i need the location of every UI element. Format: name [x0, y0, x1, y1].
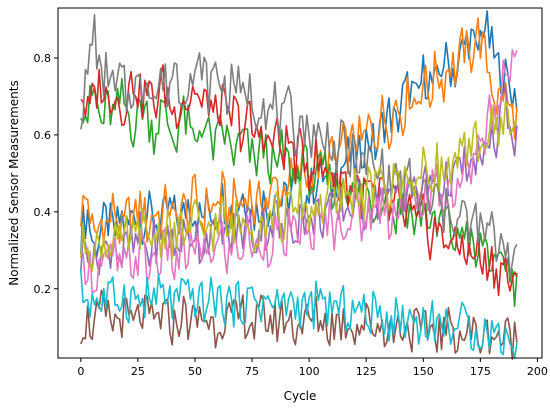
x-tick-label: 0 [77, 365, 84, 378]
x-tick-label: 175 [470, 365, 491, 378]
y-tick-label: 0.2 [34, 283, 52, 296]
y-tick-label: 0.8 [34, 52, 52, 65]
series-line-8 [80, 14, 518, 278]
series-line-6 [80, 289, 518, 361]
y-tick-label: 0.4 [34, 206, 52, 219]
x-tick-label: 150 [413, 365, 434, 378]
series-layer [80, 10, 518, 361]
x-tick-label: 75 [245, 365, 259, 378]
x-tick-label: 25 [131, 365, 145, 378]
x-tick-label: 125 [356, 365, 377, 378]
x-tick-label: 100 [299, 365, 320, 378]
x-tick-label: 200 [527, 365, 548, 378]
y-tick-label: 0.6 [34, 129, 52, 142]
series-line-10 [80, 269, 518, 359]
y-axis-label: Normalized Sensor Measurements [7, 80, 21, 285]
x-axis-label: Cycle [284, 389, 317, 403]
plot-frame [57, 7, 543, 359]
x-axis: 0 25 50 75 100 125 150 175 200 [77, 358, 548, 378]
series-line-5 [80, 85, 518, 276]
x-tick-label: 50 [188, 365, 202, 378]
series-line-9 [80, 100, 518, 272]
y-axis: 0.2 0.4 0.6 0.8 [34, 52, 58, 296]
